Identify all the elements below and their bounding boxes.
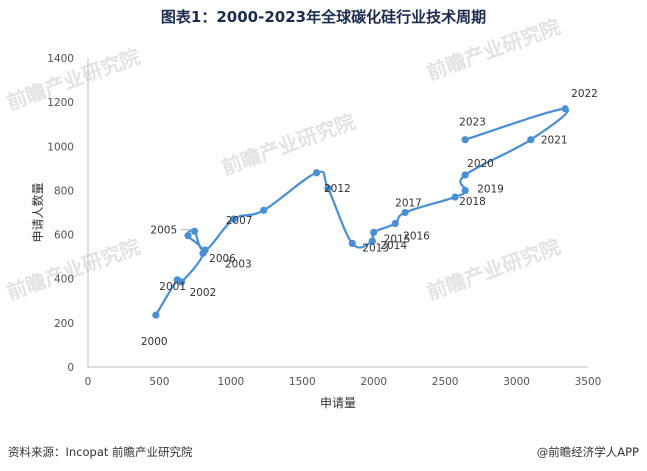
point-label-2020: 2020	[467, 158, 494, 170]
data-point-2023	[461, 136, 469, 144]
data-point-2014	[368, 237, 376, 245]
point-labels: 2000 2001 2002 2003 2005 2006 2007 2012 20132014…	[141, 88, 598, 348]
point-label-2018: 2018	[459, 196, 486, 208]
data-point-2019	[461, 186, 469, 195]
data-point-2021	[527, 136, 535, 144]
point-label-2023: 2023	[459, 117, 486, 129]
brand-credit: @前瞻经济学人APP	[537, 444, 639, 460]
point-label-2000: 2000	[141, 336, 168, 348]
watermark-text: 前瞻产业研究院	[219, 109, 359, 179]
point-label-2001: 2001	[159, 281, 186, 293]
y-tick-label: 600	[54, 230, 74, 242]
x-tick-label: 1000	[217, 376, 244, 388]
point-label-2021: 2021	[541, 135, 568, 147]
point-label-2022: 2022	[571, 88, 598, 100]
watermark-text: 前瞻产业研究院	[424, 234, 564, 304]
watermark-text: 前瞻产业研究院	[424, 14, 564, 84]
data-point-2006	[201, 246, 209, 254]
x-tick-label: 2500	[432, 376, 459, 388]
data-point-2018	[451, 193, 459, 201]
y-tick-label: 200	[54, 318, 74, 330]
point-label-2007: 2007	[226, 215, 253, 227]
y-axis-title: 申请人数量	[30, 182, 45, 242]
point-label-2006: 2006	[209, 253, 236, 265]
data-point-2004	[184, 232, 192, 240]
point-label-2019: 2019	[477, 183, 504, 195]
data-point-2007	[230, 215, 238, 223]
data-point-2016	[391, 219, 399, 228]
x-tick-label: 2000	[360, 376, 387, 388]
leader-line-2005	[180, 228, 193, 231]
point-label-2012: 2012	[324, 183, 351, 195]
brand-text: @前瞻经济学人APP	[536, 445, 639, 459]
axes: 0 500 1000 1500 2000 2500 3000 3500 0 200 400 600 80…	[30, 53, 601, 410]
data-point-2015	[370, 228, 378, 236]
point-label-2014: 2014	[380, 240, 407, 252]
data-point-2009	[312, 169, 321, 177]
data-point-2002	[177, 278, 186, 286]
x-tick-label: 3500	[575, 376, 602, 388]
source-note: 资料来源：Incopat 前瞻产业研究院	[8, 445, 193, 459]
chart-title: 图表1：2000-2023年全球碳化硅行业技术周期	[160, 8, 487, 26]
data-point-2012	[324, 184, 332, 192]
x-axis-title: 申请量	[320, 396, 356, 410]
x-tick-label: 1500	[289, 376, 316, 388]
data-point-2005	[190, 227, 199, 235]
x-tick-label: 3000	[503, 376, 530, 388]
data-point-2022	[561, 105, 569, 113]
series-line	[154, 107, 569, 316]
point-label-2015: 2015	[384, 233, 411, 245]
data-point-2017	[401, 208, 409, 217]
watermark-text: 前瞻产业研究院	[4, 234, 144, 304]
data-point-2020	[461, 171, 469, 179]
data-point-2013	[348, 239, 356, 247]
x-tick-label: 0	[85, 376, 92, 388]
data-point-2008	[260, 206, 268, 214]
point-label-2013: 2013	[362, 242, 389, 254]
y-tick-label: 1200	[47, 97, 74, 109]
series	[152, 105, 569, 319]
y-tick-label: 1000	[47, 141, 74, 153]
y-tick-label: 800	[54, 185, 74, 197]
point-label-2005: 2005	[150, 224, 177, 236]
y-tick-label: 1400	[47, 53, 74, 65]
point-label-2017: 2017	[395, 198, 422, 210]
x-tick-label: 500	[149, 376, 169, 388]
y-tick-label: 400	[54, 274, 74, 286]
point-label-2016: 2016	[403, 231, 430, 243]
y-tick-label: 0	[67, 362, 74, 374]
point-label-2003: 2003	[225, 258, 252, 270]
point-label-2002: 2002	[190, 287, 217, 299]
data-point-2000	[152, 311, 160, 319]
